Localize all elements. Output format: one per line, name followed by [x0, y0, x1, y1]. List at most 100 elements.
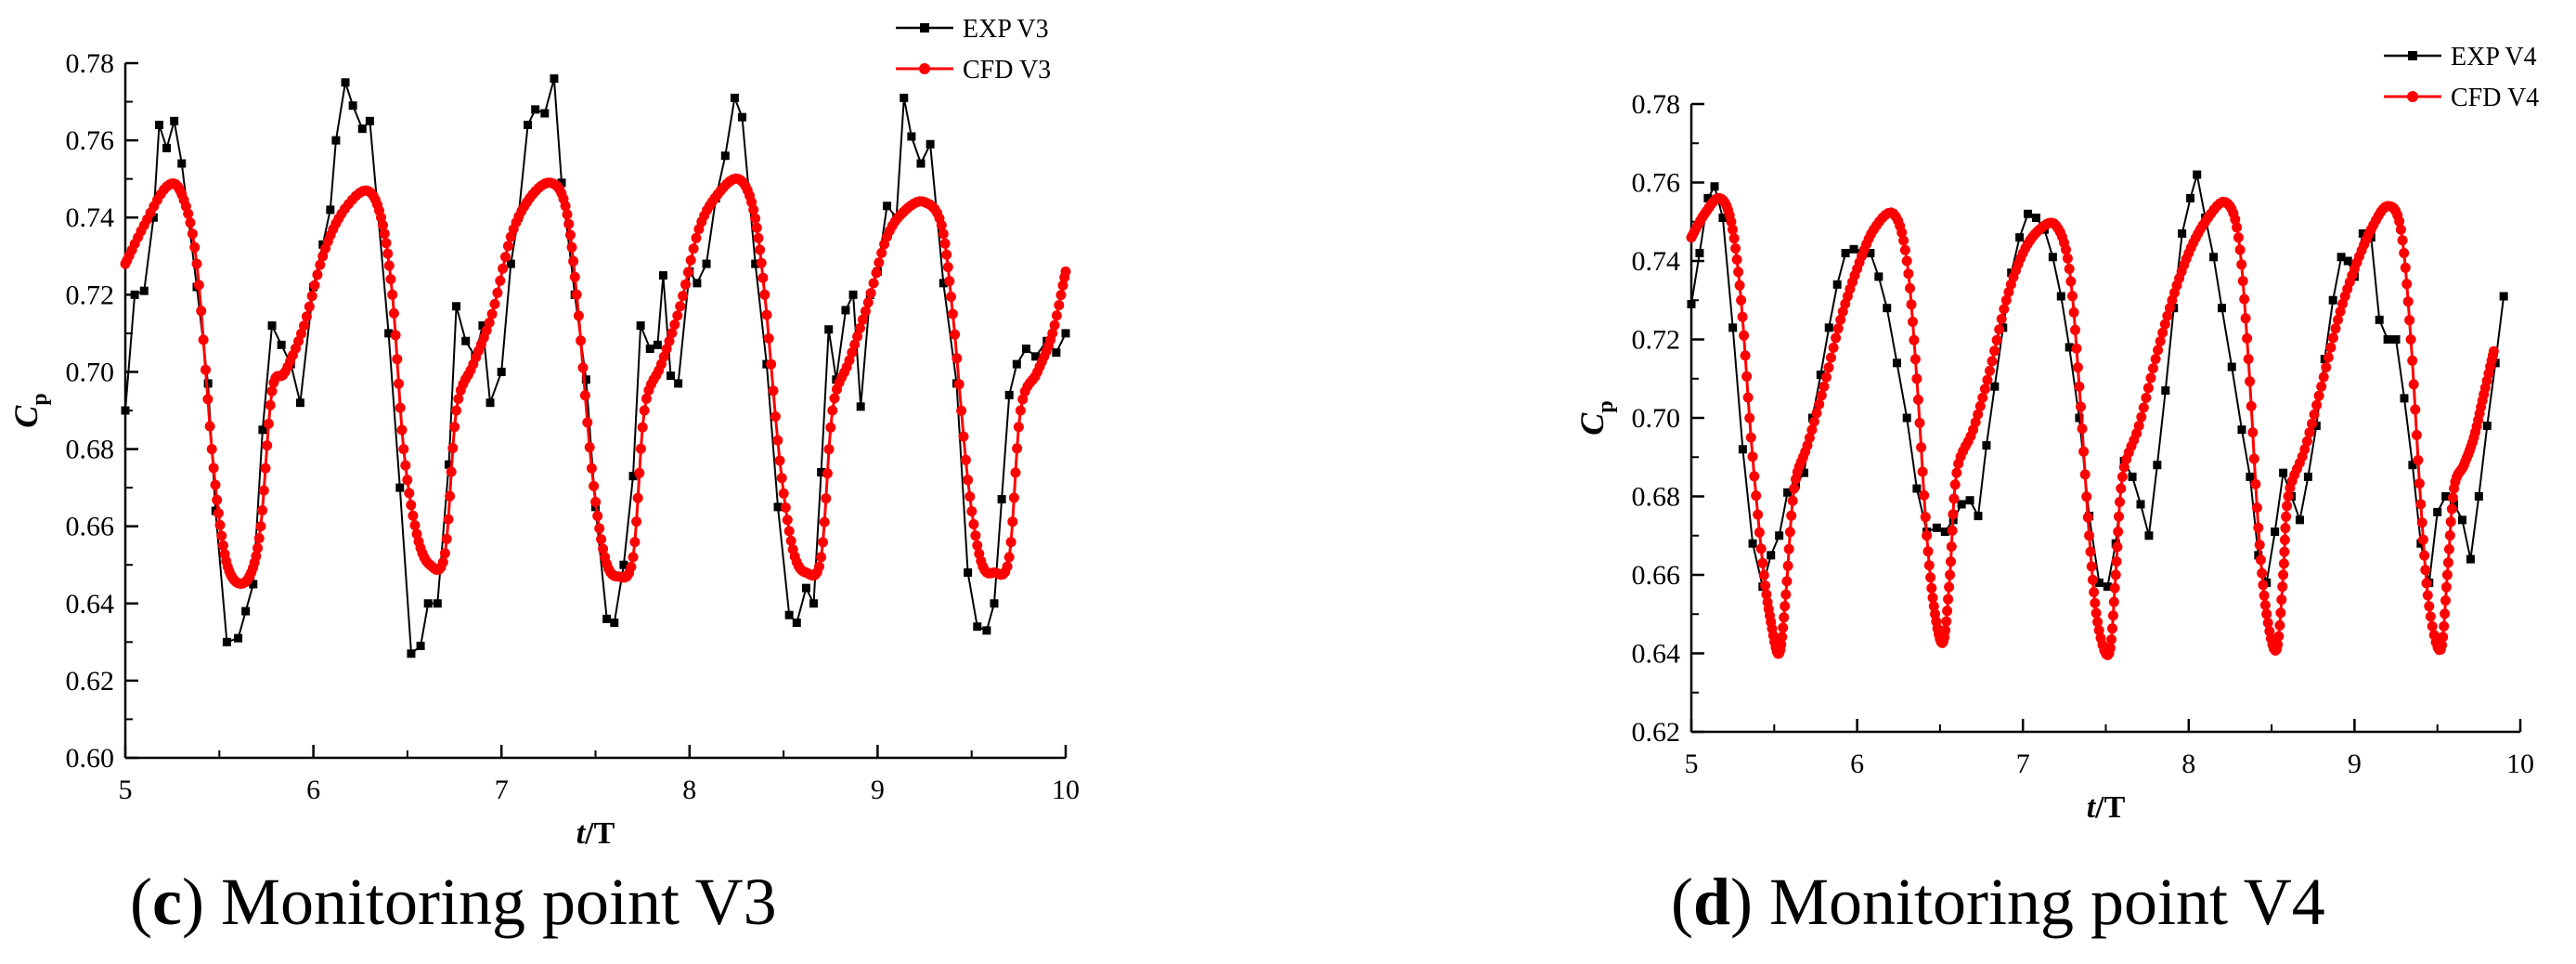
v3-cfd-point: [441, 533, 452, 544]
v4-cfd-point: [2333, 314, 2343, 325]
v4-exp-point: [2474, 492, 2483, 501]
v4-exp-point: [2218, 304, 2227, 313]
v3-exp-point: [602, 614, 612, 623]
v4-cfd-point: [2399, 248, 2410, 258]
v4-exp-point: [1874, 272, 1883, 281]
v3-cfd-point: [183, 208, 194, 219]
v3-y-axis-label-sub: p: [28, 393, 52, 405]
v4-exp-line: [1690, 174, 2505, 589]
v3-cfd-point: [191, 258, 202, 269]
v3-exp-point: [139, 286, 149, 295]
v4-cfd-point: [2084, 530, 2095, 541]
v3-exp-point: [357, 124, 367, 134]
v4-cfd-point: [2074, 381, 2085, 392]
v4-cfd-point: [1832, 323, 1844, 334]
v4-cfd-point: [1994, 324, 2005, 335]
v3-exp-point: [452, 302, 461, 311]
v4-cfd-point: [1903, 268, 1914, 280]
v4-cfd-point: [2280, 523, 2291, 534]
v3-exp-point: [478, 321, 487, 331]
v4-cfd-point: [2414, 478, 2425, 489]
v3-exp-point: [1052, 348, 1061, 358]
v3-cfd-point: [814, 561, 824, 572]
v4-cfd-point: [1736, 294, 1747, 306]
v4-cfd-point: [2445, 516, 2456, 528]
v3-cfd-point: [388, 307, 399, 319]
v3-cfd-point: [1055, 290, 1067, 301]
v4-exp-point: [1892, 358, 1901, 368]
v3-cfd-point: [379, 228, 390, 240]
v3-cfd-point: [634, 467, 645, 478]
v4-cfd-point: [1949, 479, 1961, 490]
v4-cfd-point: [2111, 556, 2122, 567]
v3-cfd-point: [201, 364, 211, 375]
v3-cfd-point: [255, 521, 266, 532]
v4-cfd-point: [1789, 483, 1800, 494]
v4-cfd-point: [2141, 392, 2152, 403]
v4-exp-point: [2024, 209, 2033, 218]
v4-cfd-point: [2067, 291, 2078, 302]
v4-xtick-label: 10: [2506, 749, 2534, 779]
v4-exp-point: [1816, 371, 1825, 380]
v3-cfd-point: [938, 228, 949, 240]
v3-cfd-point: [304, 301, 315, 312]
v4-cfd-point: [1751, 490, 1762, 502]
v3-cfd-point: [586, 462, 597, 474]
v3-cfd-point: [266, 385, 278, 397]
v4-cfd-point: [1757, 557, 1768, 568]
v3-exp-point: [341, 78, 350, 87]
v3-cfd-point: [560, 201, 571, 212]
v3-cfd-point: [639, 405, 650, 416]
v4-cfd-point: [2299, 444, 2311, 455]
v3-cfd-point: [678, 291, 689, 302]
v4-cfd-point: [2091, 607, 2102, 619]
v3-cfd-point: [680, 279, 691, 290]
v4-cfd-point: [2401, 279, 2413, 290]
v3-cfd-point: [406, 500, 417, 511]
v3-exp-point: [444, 460, 453, 469]
v4-cfd-point: [2107, 610, 2118, 621]
v4-cfd-point: [2281, 511, 2292, 522]
v3-cfd-point: [963, 475, 974, 486]
v3-cfd-point: [972, 540, 983, 551]
v4-cfd-point: [1973, 409, 1984, 420]
v3-exp-point: [407, 649, 416, 658]
v3-cfd-point: [751, 222, 762, 233]
v3-cfd-point: [582, 417, 593, 428]
v4-cfd-point: [1917, 466, 1928, 477]
v4-exp-point: [2499, 292, 2508, 301]
v3-exp-point: [916, 159, 926, 168]
v3-cfd-point: [402, 475, 413, 486]
v3-cfd-point: [563, 218, 575, 229]
v3-exp-point: [177, 159, 187, 168]
v4-exp-point: [2343, 256, 2352, 266]
v4-exp-point: [2433, 507, 2442, 516]
v4-exp-point: [2209, 253, 2219, 262]
v3-exp-point: [610, 619, 619, 628]
v4-exp-point: [1703, 193, 1713, 202]
v3-cfd-point: [404, 488, 415, 499]
v4-exp-point: [2227, 362, 2236, 371]
v3-cfd-point: [661, 344, 672, 355]
v3-cfd-point: [667, 328, 678, 339]
v4-cfd-point: [2441, 569, 2453, 580]
v3-cfd-point: [819, 516, 830, 528]
v4-x-axis-label-italic: t: [2087, 790, 2097, 825]
v4-cfd-point: [2253, 522, 2264, 533]
v4-cfd-point: [1928, 601, 1939, 612]
v3-cfd-point: [437, 556, 448, 567]
v3-ytick-label: 0.78: [66, 48, 115, 79]
v3-exp-point: [1012, 359, 1021, 369]
v4-exp-point: [1748, 539, 1757, 548]
v4-cfd-point: [1777, 632, 1788, 643]
v4-cfd-point: [2488, 345, 2499, 357]
v3-cfd-point: [857, 314, 868, 325]
v3-exp-point: [636, 321, 645, 331]
v3-exp-point: [693, 279, 702, 288]
v4-exp-point: [2457, 515, 2466, 525]
v3-cfd-point: [939, 238, 951, 249]
v4-cfd-point: [2259, 590, 2270, 601]
v4-cfd-point: [2162, 310, 2173, 321]
v3-exp-point: [658, 271, 667, 280]
v4-cfd-point: [1734, 280, 1745, 291]
